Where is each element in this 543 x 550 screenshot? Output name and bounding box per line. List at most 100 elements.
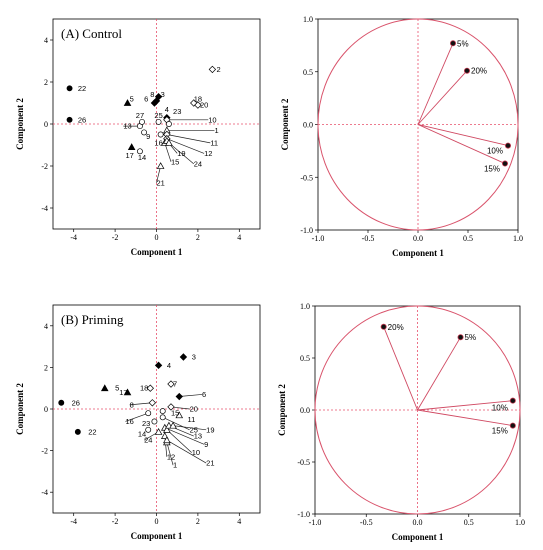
point-label: 16 [125,417,133,426]
panel-title: (B) Priming [61,312,124,327]
point-label: 5 [115,384,119,393]
point-label: 5 [130,94,134,103]
point-label: 12 [167,452,175,461]
point-label: 8 [150,90,154,99]
y-tick-label: -1.0 [297,510,310,519]
y-tick-label: 2 [44,78,48,87]
panel-title: (A) Control [61,26,122,41]
x-tick-label: 1.0 [513,234,523,243]
point-label: 10 [208,115,216,124]
x-tick-label: -4 [70,233,77,242]
loading-vector [417,336,461,411]
point-label: 10 [192,448,200,457]
point-label: 13 [194,432,202,441]
point-label: 20 [190,405,198,414]
data-point-20 [167,403,175,411]
x-axis-title: Component 1 [131,247,183,257]
point-label: 9 [146,132,150,141]
x-axis-title: Component 1 [392,532,444,542]
point-label: 23 [173,107,181,116]
data-point-5 [100,384,109,392]
point-label: 26 [78,115,86,124]
loading-point [509,397,516,404]
data-point-24 [165,138,173,146]
data-point-15 [159,408,166,415]
leader-line [168,142,194,165]
x-tick-label: 0.0 [413,234,423,243]
point-label: 3 [192,353,196,362]
panel-a-control-loading-plot: -1.0 -0.5 0.0 0.5 1.0 1.0 0.5 0.0 -0.5 -1.0 Compon… [280,15,523,258]
y-tick-label: -1.0 [300,226,313,235]
point-label: 25 [190,425,198,434]
y-tick-label: 0 [44,120,48,129]
loading-label: 20% [471,67,487,76]
loading-vector [417,409,513,427]
x-tick-label: -2 [112,517,119,526]
y-tick-label: 0.5 [303,68,313,77]
leader-line [164,427,205,445]
x-tick-label: 4 [237,233,241,242]
loading-vector [417,43,454,125]
y-tick-label: 2 [44,363,48,372]
data-point-16 [145,410,152,417]
data-point-25 [159,414,166,421]
x-tick-label: 0.5 [463,234,473,243]
data-point-8 [148,399,157,407]
point-label: 12 [204,149,212,158]
point-label: 17 [125,151,133,160]
leader-line [166,138,205,154]
loading-label: 10% [492,404,508,413]
y-tick-label: -2 [41,162,48,171]
loading-label: 5% [465,333,477,342]
point-label: 27 [136,111,144,120]
y-axis-title: Component 2 [15,383,25,435]
y-axis-title: Component 2 [277,384,287,436]
loading-point [463,67,470,74]
loading-point [457,334,464,341]
leader-line [173,425,207,431]
data-point-2 [208,65,217,74]
loading-vector [417,124,509,147]
x-tick-label: -1.0 [309,518,322,527]
x-tick-label: -2 [112,233,119,242]
point-label: 18 [194,94,202,103]
x-tick-label: 4 [237,517,241,526]
y-tick-label: -4 [41,204,48,213]
leader-line [125,412,149,422]
leader-line [166,439,207,464]
loading-point [509,422,516,429]
loading-vector [417,70,468,125]
point-label: 21 [206,459,214,468]
point-label: 20 [200,101,208,110]
point-label: 17 [119,388,127,397]
leader-line [129,402,153,406]
loading-vector [417,124,506,164]
point-label: 14 [138,429,146,438]
point-label: 23 [142,419,150,428]
panel-b-priming-loading-plot: -1.0 -0.5 0.0 0.5 1.0 1.0 0.5 0.0 -0.5 -1.0 Compon… [277,302,525,542]
data-point-9 [141,129,148,136]
loading-point [501,160,508,167]
y-tick-label: 0 [44,405,48,414]
loading-point [449,40,456,47]
data-point-26 [58,399,65,406]
data-point-22 [66,85,73,92]
x-tick-label: 2 [196,517,200,526]
data-point-24 [154,427,163,435]
point-label: 8 [130,400,134,409]
point-label: 6 [144,94,148,103]
x-tick-label: -1.0 [312,234,325,243]
x-axis-title: Component 1 [392,248,444,258]
point-label: 16 [154,138,162,147]
point-label: 4 [165,105,169,114]
leader-line [166,134,211,144]
point-label: 9 [204,440,208,449]
y-tick-label: 0.5 [300,354,310,363]
x-tick-label: 0 [155,233,159,242]
x-tick-label: -0.5 [360,518,373,527]
point-label: 19 [206,425,214,434]
loading-point [504,142,511,149]
point-label: 21 [157,178,165,187]
